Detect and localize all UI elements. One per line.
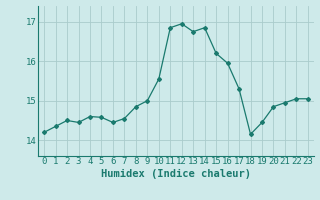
X-axis label: Humidex (Indice chaleur): Humidex (Indice chaleur) [101, 169, 251, 179]
